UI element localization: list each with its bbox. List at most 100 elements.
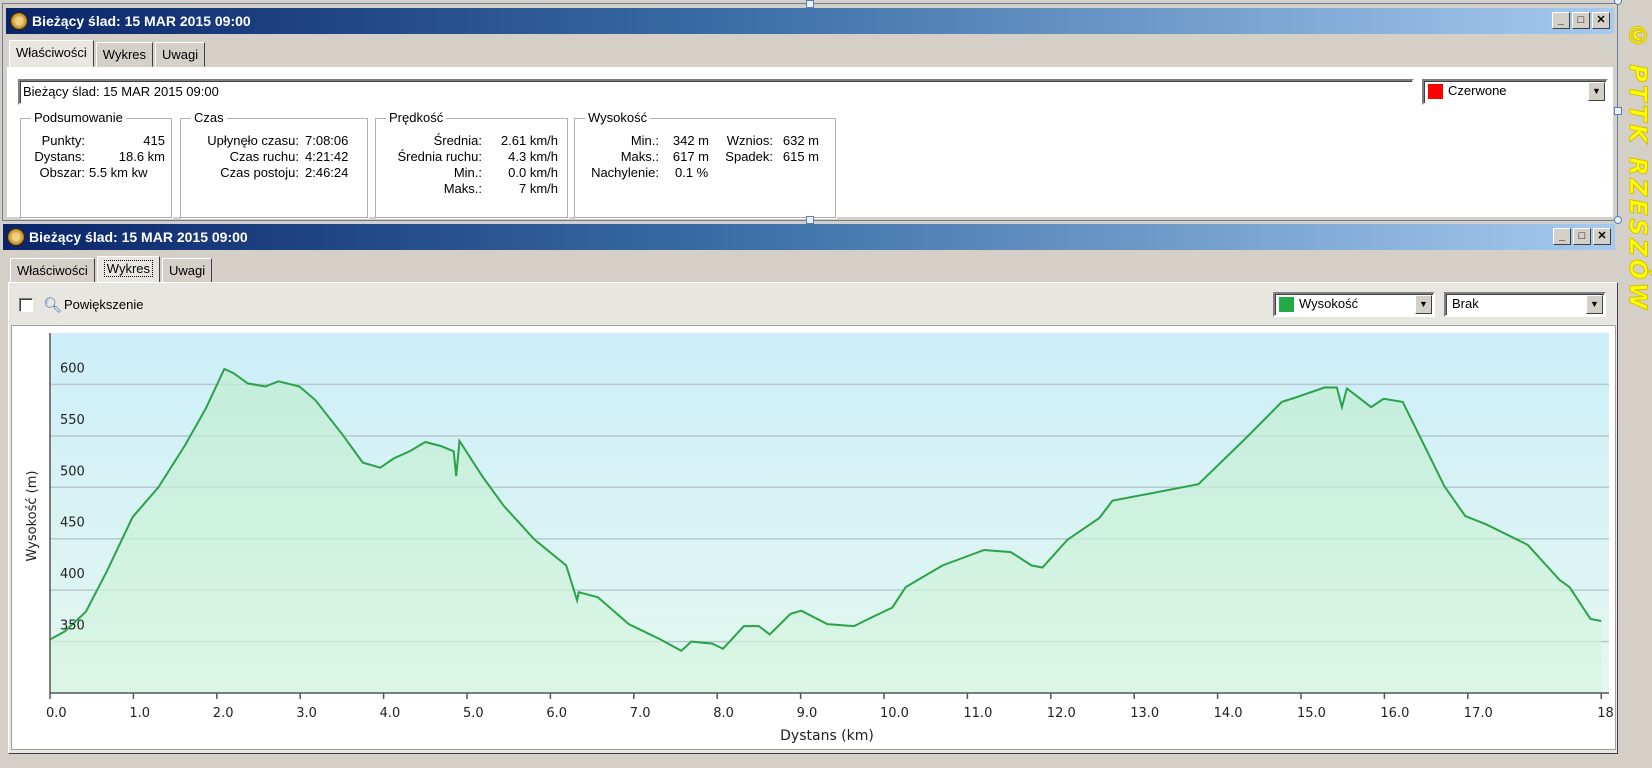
label-min-elev: Min.: [630,133,659,148]
y-tick-label: 350 [60,619,85,634]
group-summary: Podsumowanie Punkty: 415 Dystans: 18.6 k… [20,110,172,218]
value-min-speed: 0.0 km/h [508,165,558,180]
group-title: Podsumowanie [31,110,126,125]
x-tick-label: 1.0 [129,706,150,721]
series-swatch [1279,297,1294,312]
tab-wykres[interactable]: Wykres [95,42,154,67]
label-points: Punkty: [41,133,85,148]
app-icon [7,228,25,246]
app-icon [10,12,28,30]
group-speed: Prędkość Średnia: 2.61 km/h Średnia ruch… [375,110,568,218]
value-ascent: 632 m [782,133,819,148]
value-points: 415 [143,133,165,148]
x-tick-label: 15.0 [1297,706,1326,721]
x-tick-label: 9.0 [797,706,818,721]
label-area: Obszar: [39,165,85,180]
x-tick-label: 6.0 [546,706,567,721]
group-time: Czas Upłynęło czasu: 7:08:06 Czas ruchu:… [180,110,368,218]
second-series-select[interactable]: Brak ▼ [1444,292,1606,317]
value-min-elev: 342 m [672,133,709,148]
resize-handle[interactable] [806,0,814,8]
close-button[interactable]: ✕ [1593,228,1611,245]
value-area: 5.5 km kw [89,165,148,180]
label-elapsed: Upłynęło czasu: [207,133,299,148]
x-tick-label: 16.0 [1380,706,1409,721]
value-stopped: 2:46:24 [305,165,349,180]
watermark: © PTTK RZESZÓW [1624,22,1652,313]
zoom-label[interactable]: Powiększenie [64,297,144,312]
tab-wlasciwosci[interactable]: Właściwości [9,40,94,67]
y-tick-label: 450 [60,516,85,531]
chevron-down-icon[interactable]: ▼ [1586,295,1603,314]
tab-wykres-label: Wykres [103,260,154,277]
minimize-button[interactable]: _ [1553,228,1571,245]
minimize-button[interactable]: _ [1552,12,1570,29]
group-title: Czas [191,110,227,125]
bottom-window-titlebar[interactable]: Bieżący ślad: 15 MAR 2015 09:00 _ □ ✕ [3,224,1615,250]
value-max-speed: 7 km/h [518,181,558,196]
x-tick-label: 4.0 [380,706,401,721]
x-tick-label: 0.0 [46,706,67,721]
resize-handle[interactable] [806,216,814,224]
x-tick-label: 7.0 [630,706,651,721]
resize-handle[interactable] [1614,107,1622,115]
label-distance: Dystans: [34,149,85,164]
resize-handle[interactable] [1614,216,1622,224]
group-title: Prędkość [386,110,447,125]
zoom-checkbox[interactable] [19,298,33,312]
maximize-button[interactable]: □ [1573,228,1591,245]
tab-wykres[interactable]: Wykres [96,256,161,283]
y-tick-label: 400 [60,567,85,582]
value-max-elev: 617 m [672,149,709,164]
label-avg-moving: Średnia ruchu: [397,149,482,164]
x-tick-label: 3.0 [296,706,317,721]
track-name-input[interactable]: Bieżący ślad: 15 MAR 2015 09:00 [18,79,1414,105]
x-tick-label: 5.0 [463,706,484,721]
x-tick-label: 13.0 [1130,706,1159,721]
label-avg-speed: Średnia: [433,133,482,148]
x-tick-label: 17.0 [1464,706,1493,721]
label-descent: Spadek: [725,149,773,164]
top-window-titlebar[interactable]: Bieżący ślad: 15 MAR 2015 09:00 _ □ ✕ [6,8,1614,34]
x-tick-label: 12.0 [1047,706,1076,721]
value-grade: 0.1 % [675,165,709,180]
chevron-down-icon[interactable]: ▼ [1588,82,1605,101]
value-elapsed: 7:08:06 [305,133,349,148]
elevation-line [49,367,1602,653]
color-select-value: Czerwone [1448,83,1507,98]
value-avg-speed: 2.61 km/h [500,133,558,148]
color-swatch [1428,84,1443,99]
elevation-area [50,369,1602,693]
x-tick-label: 14.0 [1214,706,1243,721]
tab-uwagi[interactable]: Uwagi [162,258,213,283]
y-tick-label: 600 [60,361,85,376]
y-axis-label: Wysokość (m) [25,471,40,562]
label-ascent: Wznios: [726,133,773,148]
close-button[interactable]: ✕ [1592,12,1610,29]
value-moving: 4:21:42 [305,149,349,164]
x-tick-label: 2.0 [213,706,234,721]
label-moving: Czas ruchu: [229,149,299,164]
x-tick-label: 11.0 [963,706,992,721]
bottom-window-title: Bieżący ślad: 15 MAR 2015 09:00 [29,229,248,245]
y-tick-label: 500 [60,464,85,479]
label-stopped: Czas postoju: [220,165,299,180]
label-max-speed: Maks.: [443,181,482,196]
value-distance: 18.6 km [118,149,165,164]
x-tick-label: 10.0 [880,706,909,721]
label-grade: Nachylenie: [591,165,659,180]
chevron-down-icon[interactable]: ▼ [1415,295,1432,314]
second-select-value: Brak [1452,296,1479,311]
group-title: Wysokość [585,110,651,125]
x-tick-label: 8.0 [713,706,734,721]
x-axis-label: Dystans (km) [780,728,874,744]
maximize-button[interactable]: □ [1572,12,1590,29]
series-select[interactable]: Wysokość ▼ [1273,292,1435,317]
series-select-value: Wysokość [1299,296,1359,311]
value-avg-moving: 4.3 km/h [508,149,558,164]
tab-uwagi[interactable]: Uwagi [155,42,206,67]
tab-wlasciwosci[interactable]: Właściwości [10,258,95,283]
resize-handle[interactable] [1614,0,1622,5]
chart-panel: 350 400 450 500 550 600 0.0 1.0 2.0 3.0 4.0 5.0 6.0 7… [11,325,1616,750]
color-select[interactable]: Czerwone ▼ [1422,79,1608,105]
